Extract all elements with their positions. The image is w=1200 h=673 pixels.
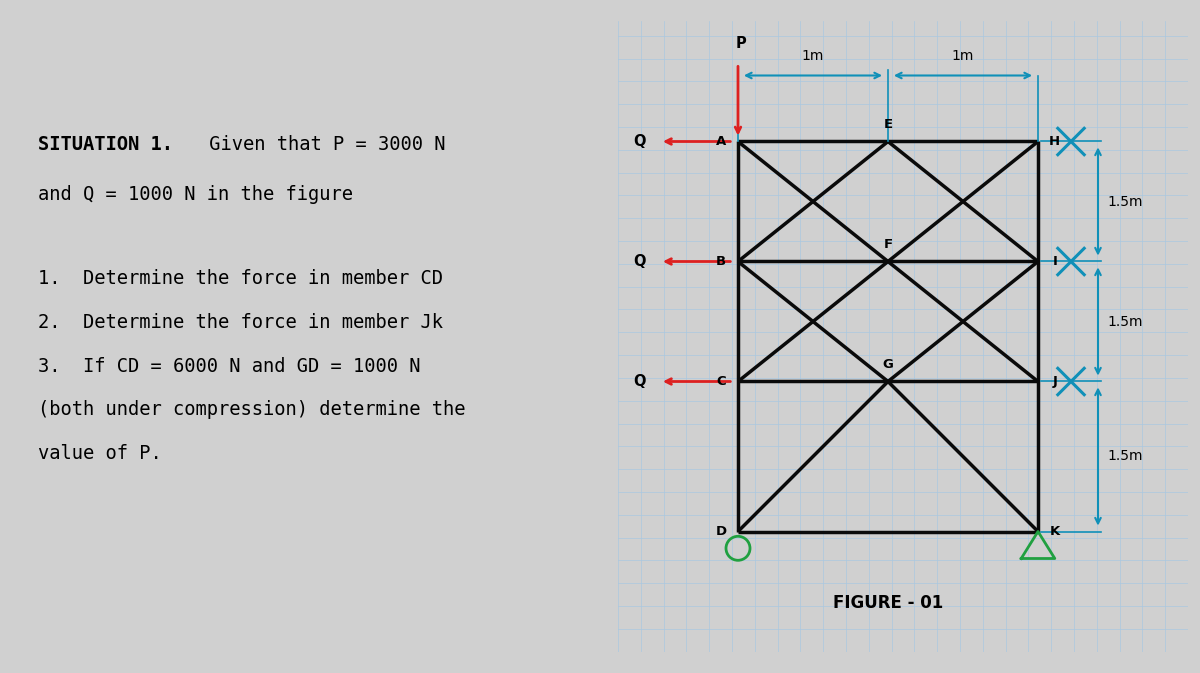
Text: 1m: 1m — [802, 50, 824, 63]
Text: A: A — [716, 135, 726, 148]
Text: 1m: 1m — [952, 50, 974, 63]
Text: E: E — [883, 118, 893, 131]
Text: Q: Q — [632, 254, 646, 269]
Text: 1.  Determine the force in member CD: 1. Determine the force in member CD — [38, 269, 443, 288]
Text: Q: Q — [632, 134, 646, 149]
Text: 1.5m: 1.5m — [1108, 314, 1142, 328]
Text: J: J — [1052, 375, 1057, 388]
Text: 1.5m: 1.5m — [1108, 194, 1142, 209]
Text: and Q = 1000 N in the figure: and Q = 1000 N in the figure — [38, 185, 353, 204]
Text: I: I — [1052, 255, 1057, 268]
Text: SITUATION 1.: SITUATION 1. — [38, 135, 173, 153]
Text: F: F — [883, 238, 893, 251]
Text: (both under compression) determine the: (both under compression) determine the — [38, 400, 466, 419]
Text: 2.  Determine the force in member Jk: 2. Determine the force in member Jk — [38, 313, 443, 332]
Text: D: D — [715, 525, 727, 538]
Text: FIGURE - 01: FIGURE - 01 — [833, 594, 943, 612]
Text: K: K — [1050, 525, 1060, 538]
Text: Q: Q — [632, 374, 646, 389]
Text: 3.  If CD = 6000 N and GD = 1000 N: 3. If CD = 6000 N and GD = 1000 N — [38, 357, 420, 376]
Text: Given that P = 3000 N: Given that P = 3000 N — [198, 135, 446, 153]
Text: P: P — [736, 36, 746, 52]
Text: H: H — [1049, 135, 1061, 148]
Text: B: B — [716, 255, 726, 268]
Text: value of P.: value of P. — [38, 444, 162, 463]
Text: 1.5m: 1.5m — [1108, 450, 1142, 464]
Text: G: G — [882, 358, 894, 371]
Text: C: C — [716, 375, 726, 388]
